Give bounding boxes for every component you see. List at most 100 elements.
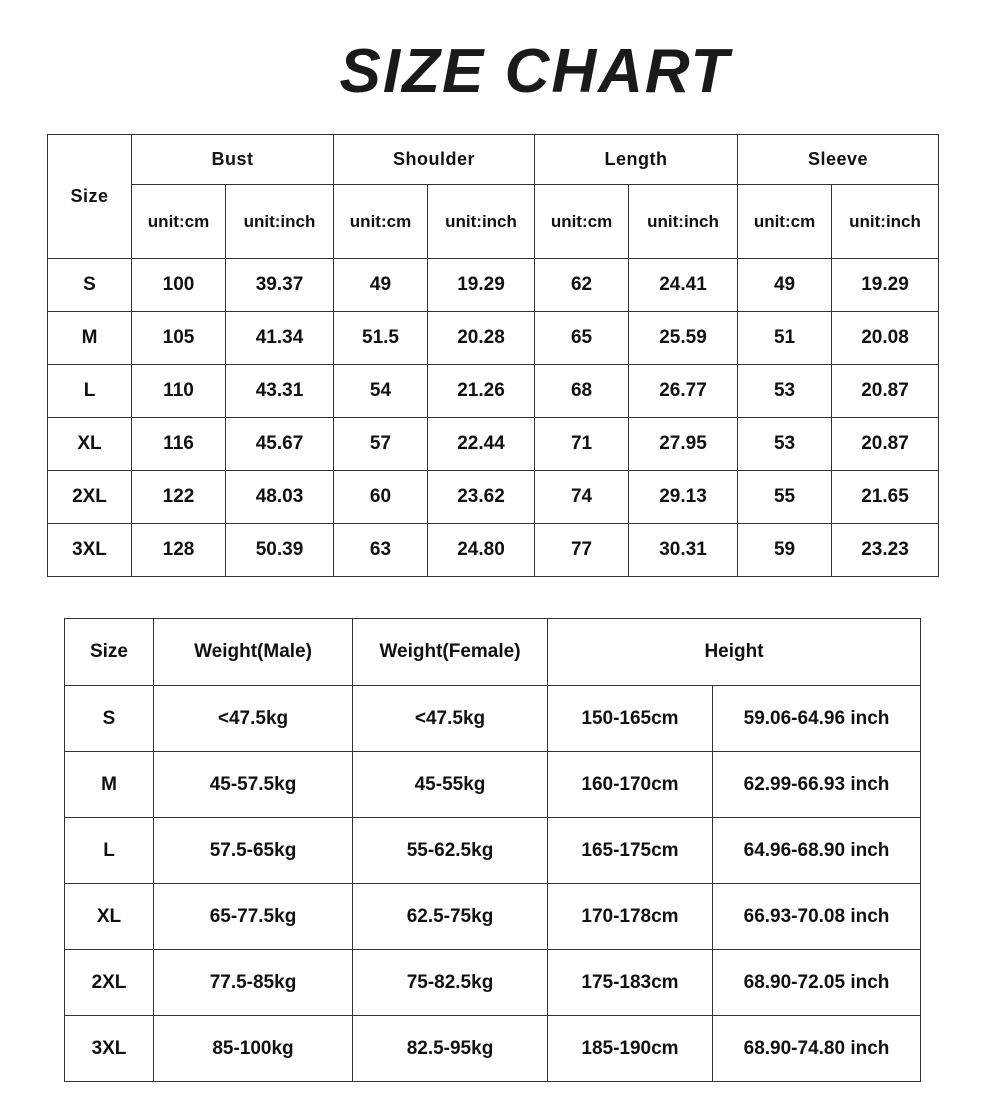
group-header-bust: Bust <box>131 134 334 185</box>
value-cell: 65 <box>534 311 630 365</box>
value-cell: 20.87 <box>831 364 940 418</box>
page-title: SIZE CHART <box>339 37 731 106</box>
male-cell: 65-77.5kg <box>153 883 353 950</box>
table-row: XL 65-77.5kg 62.5-75kg 170-178cm 66.93-70.08… <box>64 883 922 950</box>
size-cell: XL <box>64 883 154 950</box>
value-cell: 23.62 <box>426 470 536 524</box>
value-cell: 43.31 <box>225 364 334 418</box>
value-cell: 116 <box>131 417 226 471</box>
unit-cm-header: unit:cm <box>534 184 630 259</box>
header-row: Size Weight(Male) Weight(Female) Height <box>64 618 922 686</box>
unit-row: unit:cm unit:inch unit:cm unit:inch unit:cm u… <box>48 184 940 259</box>
value-cell: 49 <box>737 258 833 312</box>
value-cell: 20.28 <box>426 311 536 365</box>
value-cell: 48.03 <box>225 470 334 524</box>
group-header-shoulder: Shoulder <box>332 134 536 185</box>
male-cell: 77.5-85kg <box>153 949 353 1016</box>
size-cell: L <box>47 364 132 418</box>
value-cell: 68 <box>534 364 630 418</box>
value-cell: 60 <box>333 470 428 524</box>
female-cell: 45-55kg <box>352 751 548 818</box>
value-cell: 105 <box>131 311 226 365</box>
value-cell: 71 <box>534 417 630 471</box>
group-header-sleeve: Sleeve <box>737 134 940 185</box>
garment-measurement-table: Size Bust Shoulder Length Sleeve unit:cm unit:… <box>47 134 940 577</box>
height-inch-cell: 62.99-66.93 inch <box>711 751 922 818</box>
height-inch-cell: 68.90-74.80 inch <box>711 1015 922 1082</box>
size-cell: 2XL <box>47 470 132 524</box>
size-cell: 2XL <box>64 949 154 1016</box>
unit-cm-header: unit:cm <box>737 184 833 259</box>
size-cell: M <box>47 311 132 365</box>
value-cell: 19.29 <box>426 258 536 312</box>
table-row: S <47.5kg <47.5kg 150-165cm 59.06-64.96 inch <box>64 685 922 752</box>
table-row: 3XL 128 50.39 63 24.80 77 30.31 59 23.23 <box>47 523 940 577</box>
table-row: XL 116 45.67 57 22.44 71 27.95 53 20.87 <box>47 417 940 471</box>
height-inch-cell: 59.06-64.96 inch <box>711 685 922 752</box>
value-cell: 53 <box>737 417 833 471</box>
table-row: S 100 39.37 49 19.29 62 24.41 49 19.29 <box>47 258 940 312</box>
value-cell: 26.77 <box>628 364 739 418</box>
value-cell: 54 <box>333 364 428 418</box>
value-cell: 19.29 <box>831 258 940 312</box>
size-cell: L <box>64 817 154 884</box>
size-cell: S <box>47 258 132 312</box>
value-cell: 59 <box>737 523 833 577</box>
unit-inch-header: unit:inch <box>426 184 536 259</box>
value-cell: 21.26 <box>426 364 536 418</box>
male-cell: 57.5-65kg <box>153 817 353 884</box>
height-cm-cell: 170-178cm <box>547 883 713 950</box>
value-cell: 63 <box>333 523 428 577</box>
value-cell: 62 <box>534 258 630 312</box>
size-cell: 3XL <box>64 1015 154 1082</box>
male-cell: <47.5kg <box>153 685 353 752</box>
male-cell: 45-57.5kg <box>153 751 353 818</box>
value-cell: 49 <box>333 258 428 312</box>
female-cell: 82.5-95kg <box>352 1015 548 1082</box>
size-cell: M <box>64 751 154 818</box>
unit-inch-header: unit:inch <box>831 184 940 259</box>
female-cell: <47.5kg <box>352 685 548 752</box>
value-cell: 51.5 <box>333 311 428 365</box>
unit-cm-header: unit:cm <box>131 184 226 259</box>
body-measurement-table: Size Weight(Male) Weight(Female) Height S <47… <box>64 618 922 1082</box>
weight-male-header: Weight(Male) <box>153 618 353 686</box>
group-header-length: Length <box>534 134 739 185</box>
height-cm-cell: 165-175cm <box>547 817 713 884</box>
value-cell: 77 <box>534 523 630 577</box>
value-cell: 57 <box>333 417 428 471</box>
value-cell: 29.13 <box>628 470 739 524</box>
value-cell: 53 <box>737 364 833 418</box>
height-cm-cell: 160-170cm <box>547 751 713 818</box>
header-row: Size Bust Shoulder Length Sleeve <box>47 134 940 259</box>
table-row: L 110 43.31 54 21.26 68 26.77 53 20.87 <box>47 364 940 418</box>
value-cell: 21.65 <box>831 470 940 524</box>
value-cell: 100 <box>131 258 226 312</box>
female-cell: 62.5-75kg <box>352 883 548 950</box>
height-cm-cell: 150-165cm <box>547 685 713 752</box>
value-cell: 128 <box>131 523 226 577</box>
height-cm-cell: 185-190cm <box>547 1015 713 1082</box>
height-inch-cell: 68.90-72.05 inch <box>711 949 922 1016</box>
size-cell: XL <box>47 417 132 471</box>
value-cell: 23.23 <box>831 523 940 577</box>
table-row: 3XL 85-100kg 82.5-95kg 185-190cm 68.90-74.80… <box>64 1015 922 1082</box>
table-row: 2XL 77.5-85kg 75-82.5kg 175-183cm 68.90-72.0… <box>64 949 922 1016</box>
table-row: L 57.5-65kg 55-62.5kg 165-175cm 64.96-68.90 … <box>64 817 922 884</box>
value-cell: 74 <box>534 470 630 524</box>
female-cell: 55-62.5kg <box>352 817 548 884</box>
value-cell: 27.95 <box>628 417 739 471</box>
female-cell: 75-82.5kg <box>352 949 548 1016</box>
table-row: 2XL 122 48.03 60 23.62 74 29.13 55 21.65 <box>47 470 940 524</box>
unit-cm-header: unit:cm <box>333 184 428 259</box>
height-inch-cell: 64.96-68.90 inch <box>711 817 922 884</box>
height-cm-cell: 175-183cm <box>547 949 713 1016</box>
value-cell: 122 <box>131 470 226 524</box>
value-cell: 110 <box>131 364 226 418</box>
value-cell: 50.39 <box>225 523 334 577</box>
value-cell: 45.67 <box>225 417 334 471</box>
table-row: M 45-57.5kg 45-55kg 160-170cm 62.99-66.93 in… <box>64 751 922 818</box>
value-cell: 22.44 <box>426 417 536 471</box>
value-cell: 55 <box>737 470 833 524</box>
height-inch-cell: 66.93-70.08 inch <box>711 883 922 950</box>
